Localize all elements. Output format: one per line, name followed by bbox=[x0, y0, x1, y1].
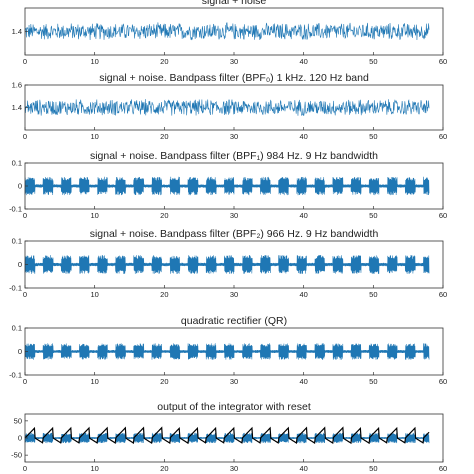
x-tick-label: 30 bbox=[230, 57, 238, 66]
y-tick-label: 0 bbox=[18, 347, 22, 356]
panel-title: signal + noise. Bandpass filter (BPF₀) 1… bbox=[99, 72, 369, 84]
panel-5: quadratic rectifier (QR) 0 10 20 30 40 50 60 0.1… bbox=[9, 315, 447, 386]
x-tick-label: 0 bbox=[23, 377, 27, 386]
panel-title: quadratic rectifier (QR) bbox=[181, 315, 287, 327]
x-tick-label: 50 bbox=[369, 211, 377, 220]
panel-title: signal + noise. Bandpass filter (BPF₁) 9… bbox=[90, 150, 378, 162]
x-tick-label: 20 bbox=[160, 290, 168, 299]
x-tick-label: 50 bbox=[369, 464, 377, 473]
series-line-4-1 bbox=[24, 255, 430, 274]
y-tick-label: 1.4 bbox=[12, 27, 22, 36]
y-tick-label: 0 bbox=[18, 182, 22, 191]
panel-4: signal + noise. Bandpass filter (BPF₂) 9… bbox=[9, 228, 447, 299]
x-tick-label: 30 bbox=[230, 377, 238, 386]
panel-2: signal + noise. Bandpass filter (BPF₀) 1… bbox=[12, 72, 448, 141]
x-tick-label: 60 bbox=[439, 290, 447, 299]
x-tick-label: 50 bbox=[369, 57, 377, 66]
series-line-6-2 bbox=[24, 426, 430, 445]
x-tick-label: 30 bbox=[230, 464, 238, 473]
x-tick-label: 60 bbox=[439, 464, 447, 473]
panel-title: signal + noise. Bandpass filter (BPF₂) 9… bbox=[90, 228, 379, 240]
x-tick-label: 20 bbox=[160, 132, 168, 141]
series-line-1-1 bbox=[24, 22, 430, 41]
x-tick-label: 0 bbox=[23, 464, 27, 473]
x-tick-label: 50 bbox=[369, 132, 377, 141]
y-tick-label: -50 bbox=[11, 451, 22, 460]
x-tick-label: 10 bbox=[90, 377, 98, 386]
panel-3: signal + noise. Bandpass filter (BPF₁) 9… bbox=[9, 150, 447, 220]
x-tick-label: 0 bbox=[23, 290, 27, 299]
y-tick-label: -0.1 bbox=[9, 284, 22, 293]
y-tick-label: 1.4 bbox=[12, 103, 22, 112]
x-tick-label: 40 bbox=[299, 132, 307, 141]
y-tick-label: 0.1 bbox=[12, 159, 22, 168]
x-tick-label: 40 bbox=[299, 57, 307, 66]
y-tick-label: 0.1 bbox=[12, 324, 22, 333]
y-tick-label: 50 bbox=[14, 416, 22, 425]
x-tick-label: 10 bbox=[90, 290, 98, 299]
panel-title: output of the integrator with reset bbox=[157, 401, 311, 413]
series-line-6-1 bbox=[24, 432, 430, 444]
y-tick-label: 1.6 bbox=[12, 81, 22, 90]
x-tick-label: 30 bbox=[230, 132, 238, 141]
y-tick-label: 0 bbox=[18, 434, 22, 443]
series-line-3-1 bbox=[24, 176, 430, 196]
y-tick-label: -0.1 bbox=[9, 371, 22, 380]
y-tick-label: 0.1 bbox=[12, 237, 22, 246]
x-tick-label: 50 bbox=[369, 290, 377, 299]
x-tick-label: 20 bbox=[160, 57, 168, 66]
x-tick-label: 40 bbox=[299, 211, 307, 220]
x-tick-label: 20 bbox=[160, 464, 168, 473]
x-tick-label: 60 bbox=[439, 377, 447, 386]
x-tick-label: 20 bbox=[160, 377, 168, 386]
x-tick-label: 60 bbox=[439, 57, 447, 66]
x-tick-label: 30 bbox=[230, 211, 238, 220]
x-tick-label: 40 bbox=[299, 464, 307, 473]
x-tick-label: 10 bbox=[90, 464, 98, 473]
x-tick-label: 60 bbox=[439, 211, 447, 220]
panel-title: signal + noise bbox=[202, 0, 267, 7]
x-tick-label: 40 bbox=[299, 290, 307, 299]
x-tick-label: 40 bbox=[299, 377, 307, 386]
x-tick-label: 10 bbox=[90, 57, 98, 66]
series-line-5-1 bbox=[24, 343, 430, 360]
x-tick-label: 30 bbox=[230, 290, 238, 299]
x-tick-label: 10 bbox=[90, 132, 98, 141]
series-line-2-1 bbox=[24, 99, 430, 117]
axes-frame bbox=[24, 7, 444, 56]
x-tick-label: 60 bbox=[439, 132, 447, 141]
x-tick-label: 50 bbox=[369, 377, 377, 386]
y-tick-label: -0.1 bbox=[9, 205, 22, 214]
x-tick-label: 0 bbox=[23, 132, 27, 141]
y-tick-label: 0 bbox=[18, 260, 22, 269]
x-tick-label: 0 bbox=[23, 57, 27, 66]
panel-6: output of the integrator with reset 0 10 20… bbox=[11, 401, 447, 473]
x-tick-label: 0 bbox=[23, 211, 27, 220]
x-tick-label: 10 bbox=[90, 211, 98, 220]
x-tick-label: 20 bbox=[160, 211, 168, 220]
panel-1: signal + noise 0 10 20 30 40 50 60 1.4 bbox=[12, 0, 448, 66]
